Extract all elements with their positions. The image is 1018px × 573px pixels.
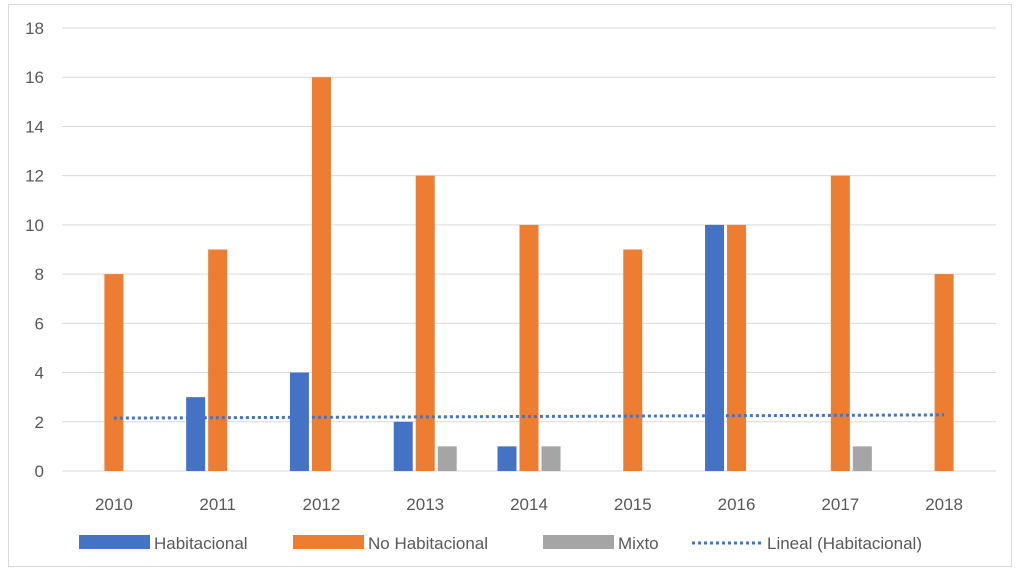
x-tick-label: 2011 (199, 495, 236, 514)
x-tick-label: 2014 (510, 495, 548, 514)
x-tick-label: 2018 (925, 495, 963, 514)
bar-no-habitacional (104, 274, 124, 471)
y-tick-label: 6 (35, 314, 44, 333)
bar-no-habitacional (208, 249, 228, 471)
x-tick-label: 2012 (303, 495, 341, 514)
x-tick-label: 2016 (718, 495, 756, 514)
trendline (113, 413, 945, 420)
y-tick-label: 14 (25, 117, 44, 136)
legend-swatch (79, 535, 150, 549)
trendline-layer (113, 413, 945, 420)
x-tick-label: 2013 (406, 495, 444, 514)
x-axis-tick-labels: 2010 2011 2012 2013 2014 2015 2016 2017 2018 (95, 495, 963, 514)
bar-mixto (852, 446, 872, 471)
bar-no-habitacional (934, 274, 954, 471)
y-tick-label: 16 (25, 68, 44, 87)
legend-label: Mixto (618, 534, 659, 553)
x-tick-label: 2017 (821, 495, 859, 514)
x-tick-label: 2010 (95, 495, 133, 514)
y-tick-label: 2 (35, 413, 44, 432)
y-tick-label: 4 (35, 364, 44, 383)
bar-habitacional (497, 446, 517, 471)
bar-mixto (541, 446, 561, 471)
y-tick-label: 12 (25, 167, 44, 186)
bar-habitacional (186, 397, 206, 471)
bar-habitacional (289, 372, 309, 471)
y-axis-tick-labels: 0 2 4 6 8 10 12 14 16 18 (25, 19, 44, 481)
bar-mixto (437, 446, 457, 471)
bars (104, 77, 954, 471)
legend-label: Lineal (Habitacional) (767, 534, 922, 553)
y-tick-label: 10 (25, 216, 44, 235)
bar-no-habitacional (519, 224, 539, 471)
bar-no-habitacional (311, 77, 331, 471)
y-tick-label: 18 (25, 19, 44, 38)
y-tick-label: 8 (35, 265, 44, 284)
y-tick-label: 0 (35, 462, 44, 481)
legend-label: No Habitacional (368, 534, 488, 553)
chart-frame: 0 2 4 6 8 10 12 14 16 18 2010 2011 2012 2013 2014 2015… (8, 4, 1012, 567)
bar-no-habitacional (727, 224, 747, 471)
bar-habitacional (705, 224, 725, 471)
legend-swatch (543, 535, 614, 549)
bar-no-habitacional (623, 249, 643, 471)
legend: Habitacional No Habitacional Mixto Lineal (… (79, 534, 922, 553)
bar-chart: 0 2 4 6 8 10 12 14 16 18 2010 2011 2012 2013 2014 2015… (25, 19, 996, 553)
bar-no-habitacional (830, 175, 850, 471)
legend-label: Habitacional (154, 534, 248, 553)
bar-habitacional (393, 421, 413, 471)
legend-swatch (293, 535, 364, 549)
bar-no-habitacional (415, 175, 435, 471)
x-tick-label: 2015 (614, 495, 652, 514)
